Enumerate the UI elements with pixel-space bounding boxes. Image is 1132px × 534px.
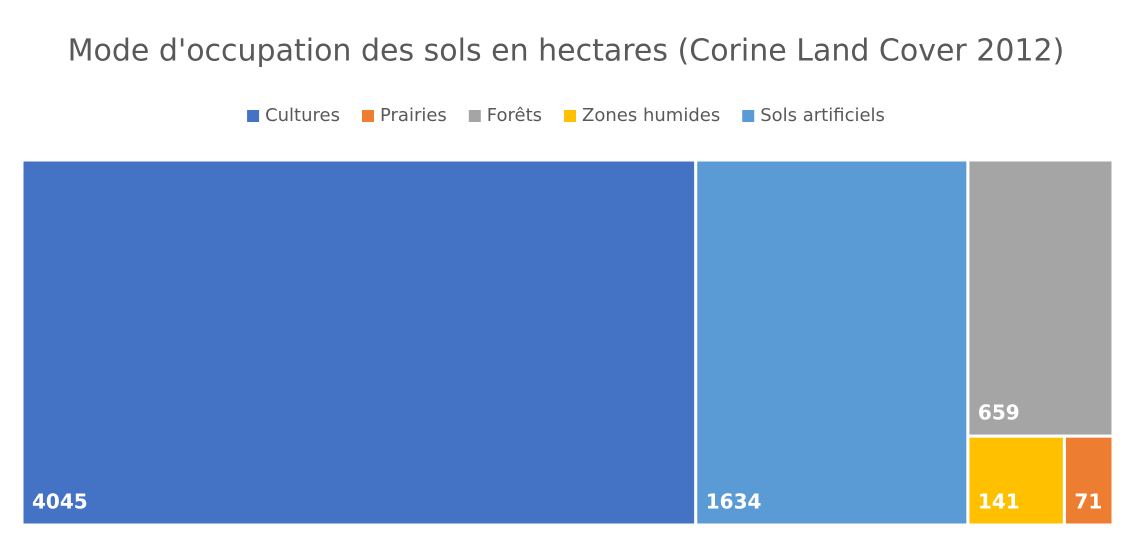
data-label: 1634 — [706, 490, 762, 514]
legend-swatch — [742, 110, 755, 122]
data-label: 71 — [1074, 490, 1102, 514]
legend-label: Forêts — [487, 105, 542, 126]
legend: Cultures Prairies Forêts Zones humides Sols … — [247, 105, 885, 126]
legend-label: Sols artificiels — [760, 105, 885, 126]
legend-swatch — [564, 110, 577, 122]
data-label: 4045 — [32, 490, 88, 514]
treemap-tile — [694, 158, 970, 527]
legend-swatch — [247, 110, 260, 122]
legend-swatch — [361, 110, 374, 122]
treemap-tile — [20, 158, 698, 527]
legend-swatch — [468, 110, 481, 122]
legend-label: Zones humides — [582, 105, 720, 126]
treemap-tile — [966, 158, 1115, 438]
data-label: 141 — [978, 490, 1020, 514]
chart-title: Mode d'occupation des sols en hectares (… — [68, 34, 1065, 69]
legend-label: Cultures — [265, 105, 340, 126]
treemap-tile — [1062, 434, 1115, 527]
legend-label: Prairies — [380, 105, 447, 126]
plot-area: 4045 1634 659 141 71 — [20, 158, 1115, 527]
data-label: 659 — [978, 401, 1020, 425]
